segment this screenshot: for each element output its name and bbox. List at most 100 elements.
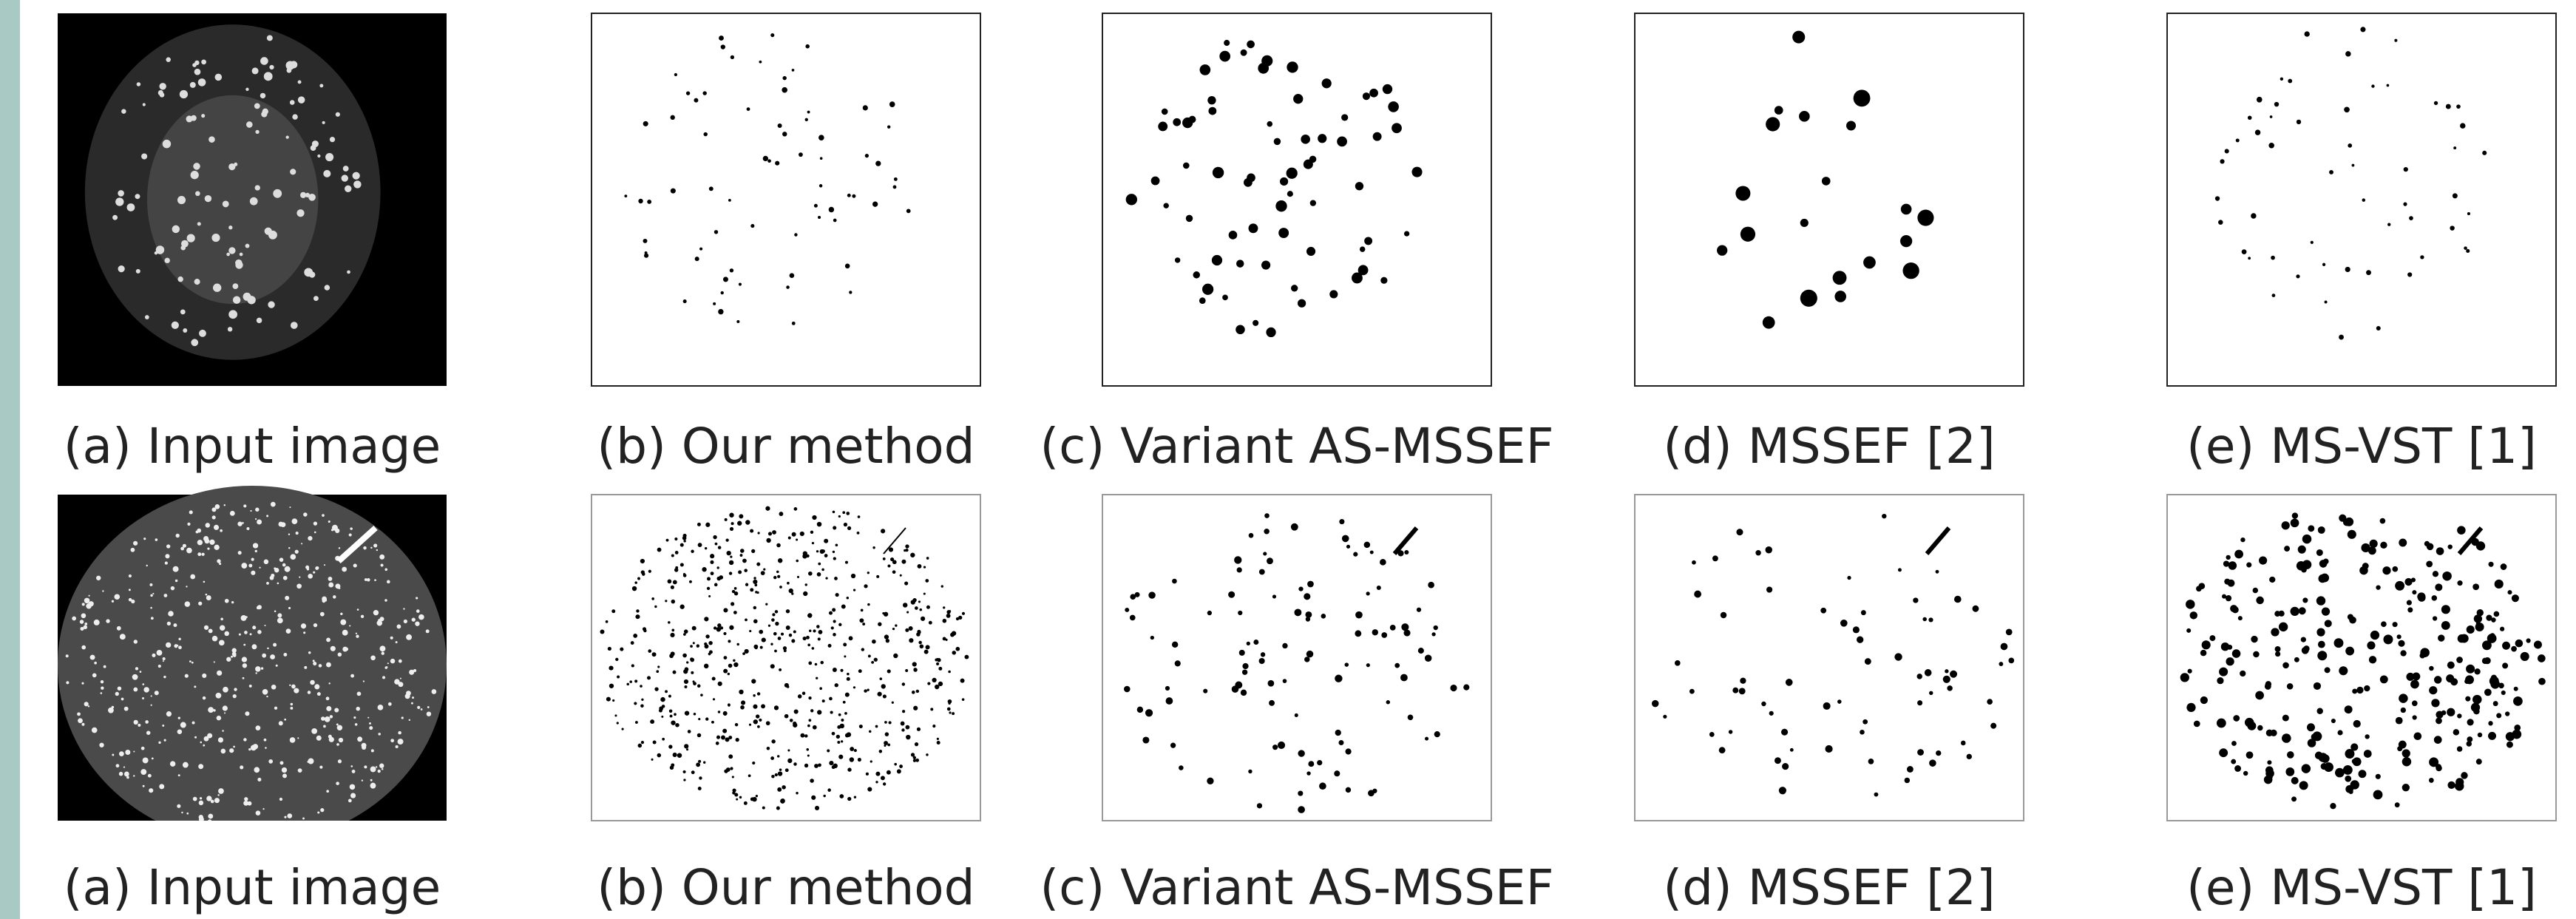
detected-spot (728, 640, 731, 643)
detected-spot (2424, 540, 2430, 547)
detected-spot (753, 619, 758, 624)
detected-spot (1339, 518, 1345, 525)
detected-spot (1298, 806, 1305, 813)
detected-spot (1372, 132, 1382, 141)
detected-spot (1928, 617, 1933, 623)
spot (135, 194, 140, 200)
side-strip (0, 0, 20, 919)
detected-spot (2403, 202, 2407, 206)
spot (303, 512, 308, 517)
spot (184, 601, 191, 607)
detected-spot (2259, 556, 2268, 565)
detected-spot (942, 618, 947, 623)
detected-spot (770, 33, 775, 38)
panel: (c) Variant AS-MSSEF (1040, 13, 1554, 475)
spot (350, 527, 353, 530)
spot (140, 769, 147, 776)
detected-spot (827, 749, 830, 753)
detected-spot (794, 233, 798, 237)
spot (266, 582, 269, 585)
detected-spot (787, 581, 790, 585)
spot (201, 552, 205, 556)
detected-spot (2320, 754, 2330, 763)
detected-spot (750, 529, 754, 533)
spot (260, 667, 264, 670)
detected-spot (1950, 670, 1958, 678)
spot (66, 681, 70, 685)
detected-spot (774, 649, 777, 653)
spot (139, 671, 142, 673)
spot (408, 719, 411, 722)
detected-spot (2268, 142, 2274, 149)
spot (341, 174, 348, 182)
detected-spot (2431, 595, 2438, 601)
detected-spot (833, 633, 836, 637)
detected-spot (1863, 256, 1876, 269)
spot (123, 771, 129, 777)
spot (203, 580, 206, 583)
spot (356, 691, 362, 696)
detected-spot (733, 662, 739, 668)
detected-spot (2274, 646, 2281, 652)
spot (362, 680, 365, 682)
detected-spot (686, 748, 689, 751)
detected-spot (2345, 748, 2355, 759)
detected-spot (852, 194, 856, 198)
detected-spot (2290, 606, 2299, 617)
detected-spot (1172, 578, 1177, 584)
detected-spot (1917, 209, 1934, 226)
detected-spot (2271, 628, 2280, 637)
detected-spot (770, 756, 775, 760)
spot (418, 614, 424, 620)
detected-spot (730, 767, 733, 770)
spot (287, 813, 293, 818)
detected-spot (818, 184, 823, 188)
detected-spot (899, 764, 903, 768)
detected-spot (889, 101, 895, 107)
detected-spot (879, 677, 883, 680)
detected-spot (923, 649, 929, 654)
spot (186, 547, 192, 554)
detected-spot (651, 758, 654, 761)
detected-spot (807, 754, 810, 757)
spot (147, 773, 152, 778)
detected-spot (2513, 696, 2523, 706)
detected-spot (827, 643, 832, 648)
spot (363, 546, 367, 550)
detected-spot (691, 625, 696, 631)
detected-spot (2227, 579, 2235, 587)
detected-spot (2431, 699, 2440, 708)
detected-spot (1297, 299, 1306, 308)
detected-spot (705, 634, 710, 639)
detected-spot (2429, 757, 2439, 767)
detected-spot (728, 560, 734, 566)
detected-spot (2256, 96, 2263, 103)
detected-spot (807, 643, 810, 647)
detected-spot (1334, 770, 1340, 777)
spot (133, 775, 135, 777)
detected-spot (2386, 84, 2390, 87)
detected-spot (1960, 740, 1966, 746)
spot (387, 662, 389, 665)
spot (406, 634, 413, 640)
spot (228, 163, 236, 171)
detected-spot (1434, 730, 1440, 738)
detected-spot (819, 687, 822, 691)
detected-spot (2455, 781, 2464, 791)
detected-spot (742, 558, 747, 563)
detected-spot (2198, 583, 2206, 590)
spot (328, 582, 334, 588)
detected-spot (2460, 123, 2466, 129)
detected-spot (647, 200, 652, 204)
detected-spot (775, 621, 779, 626)
spot (233, 745, 235, 748)
detected-spot (2368, 656, 2377, 664)
spot (222, 200, 229, 208)
spot (189, 81, 196, 88)
detected-spot (782, 87, 788, 93)
detected-spot (626, 682, 629, 686)
detected-spot (777, 787, 782, 792)
detected-spot (2286, 751, 2294, 759)
detected-spot (843, 522, 848, 527)
spot (194, 279, 200, 285)
